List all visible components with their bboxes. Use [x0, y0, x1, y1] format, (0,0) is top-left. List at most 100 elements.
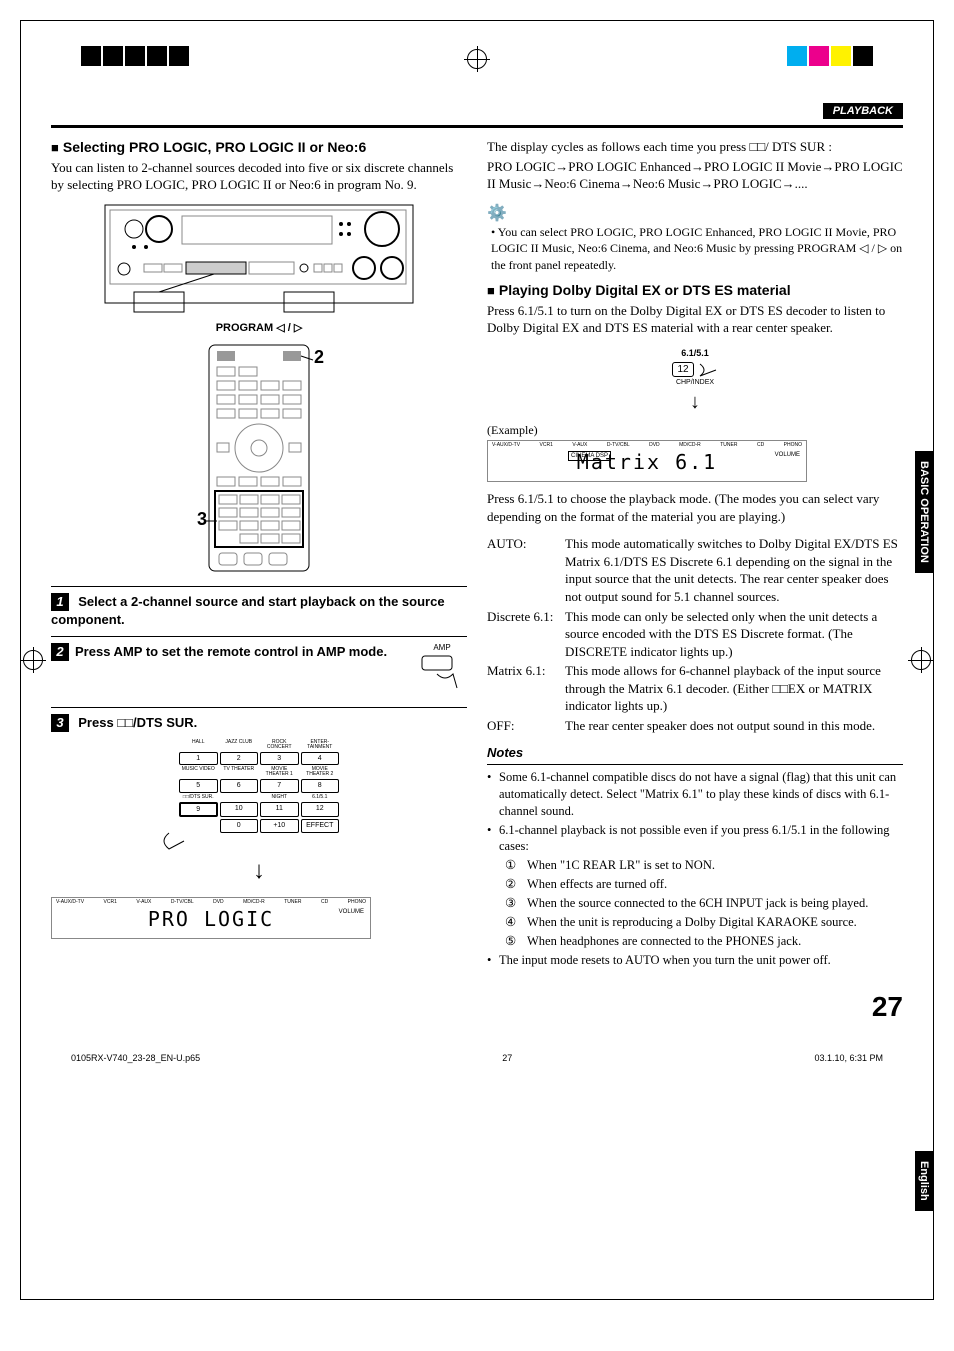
mode-term: Matrix 6.1: [487, 662, 565, 715]
key: 2 [220, 752, 259, 765]
src-label: PHONO [348, 899, 366, 906]
footer-date: 03.1.10, 6:31 PM [814, 1053, 883, 1063]
playback-header: PLAYBACK [51, 101, 903, 119]
key-label: □□/DTS SUR. [179, 795, 218, 800]
note-item: Some 6.1-channel compatible discs do not… [499, 769, 903, 820]
src-label: V-AUX/D-TV [492, 442, 520, 449]
key: 7 [260, 779, 299, 792]
chp-index-label: CHP/INDEX [487, 378, 903, 387]
sub-note-item: When "1C REAR LR" is set to NON. [527, 857, 715, 874]
sec2-title-text: Playing Dolby Digital EX or DTS ES mater… [499, 282, 791, 298]
svg-text:3: 3 [197, 509, 207, 529]
sec1-title-text: Selecting PRO LOGIC, PRO LOGIC II or Neo… [63, 139, 366, 155]
receiver-diagram [104, 204, 414, 314]
src-label: TUNER [720, 442, 737, 449]
mode-desc: This mode automatically switches to Dolb… [565, 535, 903, 605]
src-label: D-TV/CBL [607, 442, 630, 449]
src-label: CD [757, 442, 764, 449]
receiver-figure: PROGRAM ◁ / ▷ [51, 204, 467, 335]
step-3: 3 Press □□/DTS SUR. [51, 707, 467, 732]
key: 4 [301, 752, 340, 765]
notes-header: Notes [487, 744, 903, 765]
example-label: (Example) [487, 422, 903, 438]
src-label: CD [321, 899, 328, 906]
keypad-pointer-icon [139, 831, 189, 851]
keypad-figure: HALL JAZZ CLUB ROCK CONCERT ENTER-TAINME… [179, 740, 339, 887]
bullet-icon: • [487, 952, 499, 969]
mode-desc: This mode allows for 6-channel playback … [565, 662, 903, 715]
receiver-caption: PROGRAM ◁ / ▷ [51, 321, 467, 336]
display-sources: V-AUX/D-TV VCR1 V-AUX D-TV/CBL DVD MD/CD… [56, 899, 366, 906]
cycle-sequence: PRO LOGIC→PRO LOGIC Enhanced→PRO LOGIC I… [487, 158, 903, 193]
src-label: TUNER [284, 899, 301, 906]
key-label: MUSIC VIDEO [179, 767, 218, 777]
key-label: MOVIE THEATER 1 [260, 767, 299, 777]
mode-term: OFF: [487, 717, 565, 735]
section-title-prologic: ■ Selecting PRO LOGIC, PRO LOGIC II or Ne… [51, 138, 467, 157]
src-label: MD/CD-R [679, 442, 701, 449]
key: 12 [301, 802, 340, 817]
key: EFFECT [301, 819, 340, 832]
page-frame: PLAYBACK BASIC OPERATION English ■ Select… [20, 20, 934, 1300]
six-one-button-figure: 6.1/5.1 12 CHP/INDEX ↓ [487, 347, 903, 416]
section-title-dolby: ■ Playing Dolby Digital EX or DTS ES mate… [487, 281, 903, 300]
key-label: ROCK CONCERT [260, 740, 299, 750]
remote-diagram: 2 [189, 343, 329, 573]
key: 1 [179, 752, 218, 765]
mode-intro: Press 6.1/5.1 to choose the playback mod… [487, 490, 903, 525]
mode-term: AUTO: [487, 535, 565, 605]
note-item: 6.1-channel playback is not possible eve… [499, 822, 903, 856]
bullet-icon: • [487, 769, 499, 820]
volume-label: VOLUME [339, 908, 364, 916]
six-one-label: 6.1/5.1 [487, 347, 903, 359]
header-rule [51, 125, 903, 128]
step-num-2: 2 [51, 643, 69, 661]
key-label: MOVIE THEATER 2 [301, 767, 340, 777]
sub-note-item: When headphones are connected to the PHO… [527, 933, 801, 950]
src-label: V-AUX [572, 442, 587, 449]
footer-file: 0105RX-V740_23-28_EN-U.p65 [71, 1053, 200, 1063]
display-panel-prologic: V-AUX/D-TV VCR1 V-AUX D-TV/CBL DVD MD/CD… [51, 897, 371, 939]
playback-label: PLAYBACK [823, 103, 903, 119]
key: 0 [220, 819, 259, 832]
crop-color-blocks [787, 46, 873, 66]
key-label [220, 795, 259, 800]
src-label: V-AUX [136, 899, 151, 906]
src-label: VCR1 [540, 442, 553, 449]
circled-num-icon: ② [505, 876, 527, 893]
side-tab-english: English [915, 1151, 933, 1211]
square-bullet-icon: ■ [51, 140, 59, 155]
amp-button-icon [417, 654, 467, 694]
side-tab-basic: BASIC OPERATION [915, 451, 933, 573]
registration-mark-top [467, 49, 487, 69]
key-label: ENTER-TAINMENT [301, 740, 340, 750]
notes-list: •Some 6.1-channel compatible discs do no… [487, 769, 903, 969]
remote-figure: 2 [51, 343, 467, 578]
circled-num-icon: ① [505, 857, 527, 874]
mode-definitions: AUTO:This mode automatically switches to… [487, 535, 903, 734]
six-one-key: 12 [672, 362, 693, 378]
key: 6 [220, 779, 259, 792]
key: 3 [260, 752, 299, 765]
svg-text:2: 2 [314, 347, 324, 367]
arrow-down-icon: ↓ [179, 855, 339, 887]
left-column: ■ Selecting PRO LOGIC, PRO LOGIC II or Ne… [51, 138, 467, 971]
amp-icon-figure: AMP [417, 643, 467, 698]
square-bullet-icon: ■ [487, 283, 495, 298]
src-label: MD/CD-R [243, 899, 265, 906]
mode-term: Discrete 6.1: [487, 608, 565, 661]
key-label: HALL [179, 740, 218, 750]
step3-text: Press □□/DTS SUR. [78, 715, 197, 730]
hint-icon: ⚙️ [487, 203, 903, 225]
key-label: JAZZ CLUB [220, 740, 259, 750]
sec1-body: You can listen to 2-channel sources deco… [51, 159, 467, 194]
key: 10 [220, 802, 259, 817]
key-label: 6.1/5.1 [301, 795, 340, 800]
registration-mark-right [911, 650, 931, 670]
footer: 0105RX-V740_23-28_EN-U.p65 27 03.1.10, 6… [51, 1053, 903, 1063]
step-num-1: 1 [51, 593, 69, 611]
step1-text: Select a 2-channel source and start play… [51, 594, 445, 627]
src-label: PHONO [784, 442, 802, 449]
sec2-body: Press 6.1/5.1 to turn on the Dolby Digit… [487, 302, 903, 337]
step2-text: Press AMP to set the remote control in A… [75, 644, 387, 659]
